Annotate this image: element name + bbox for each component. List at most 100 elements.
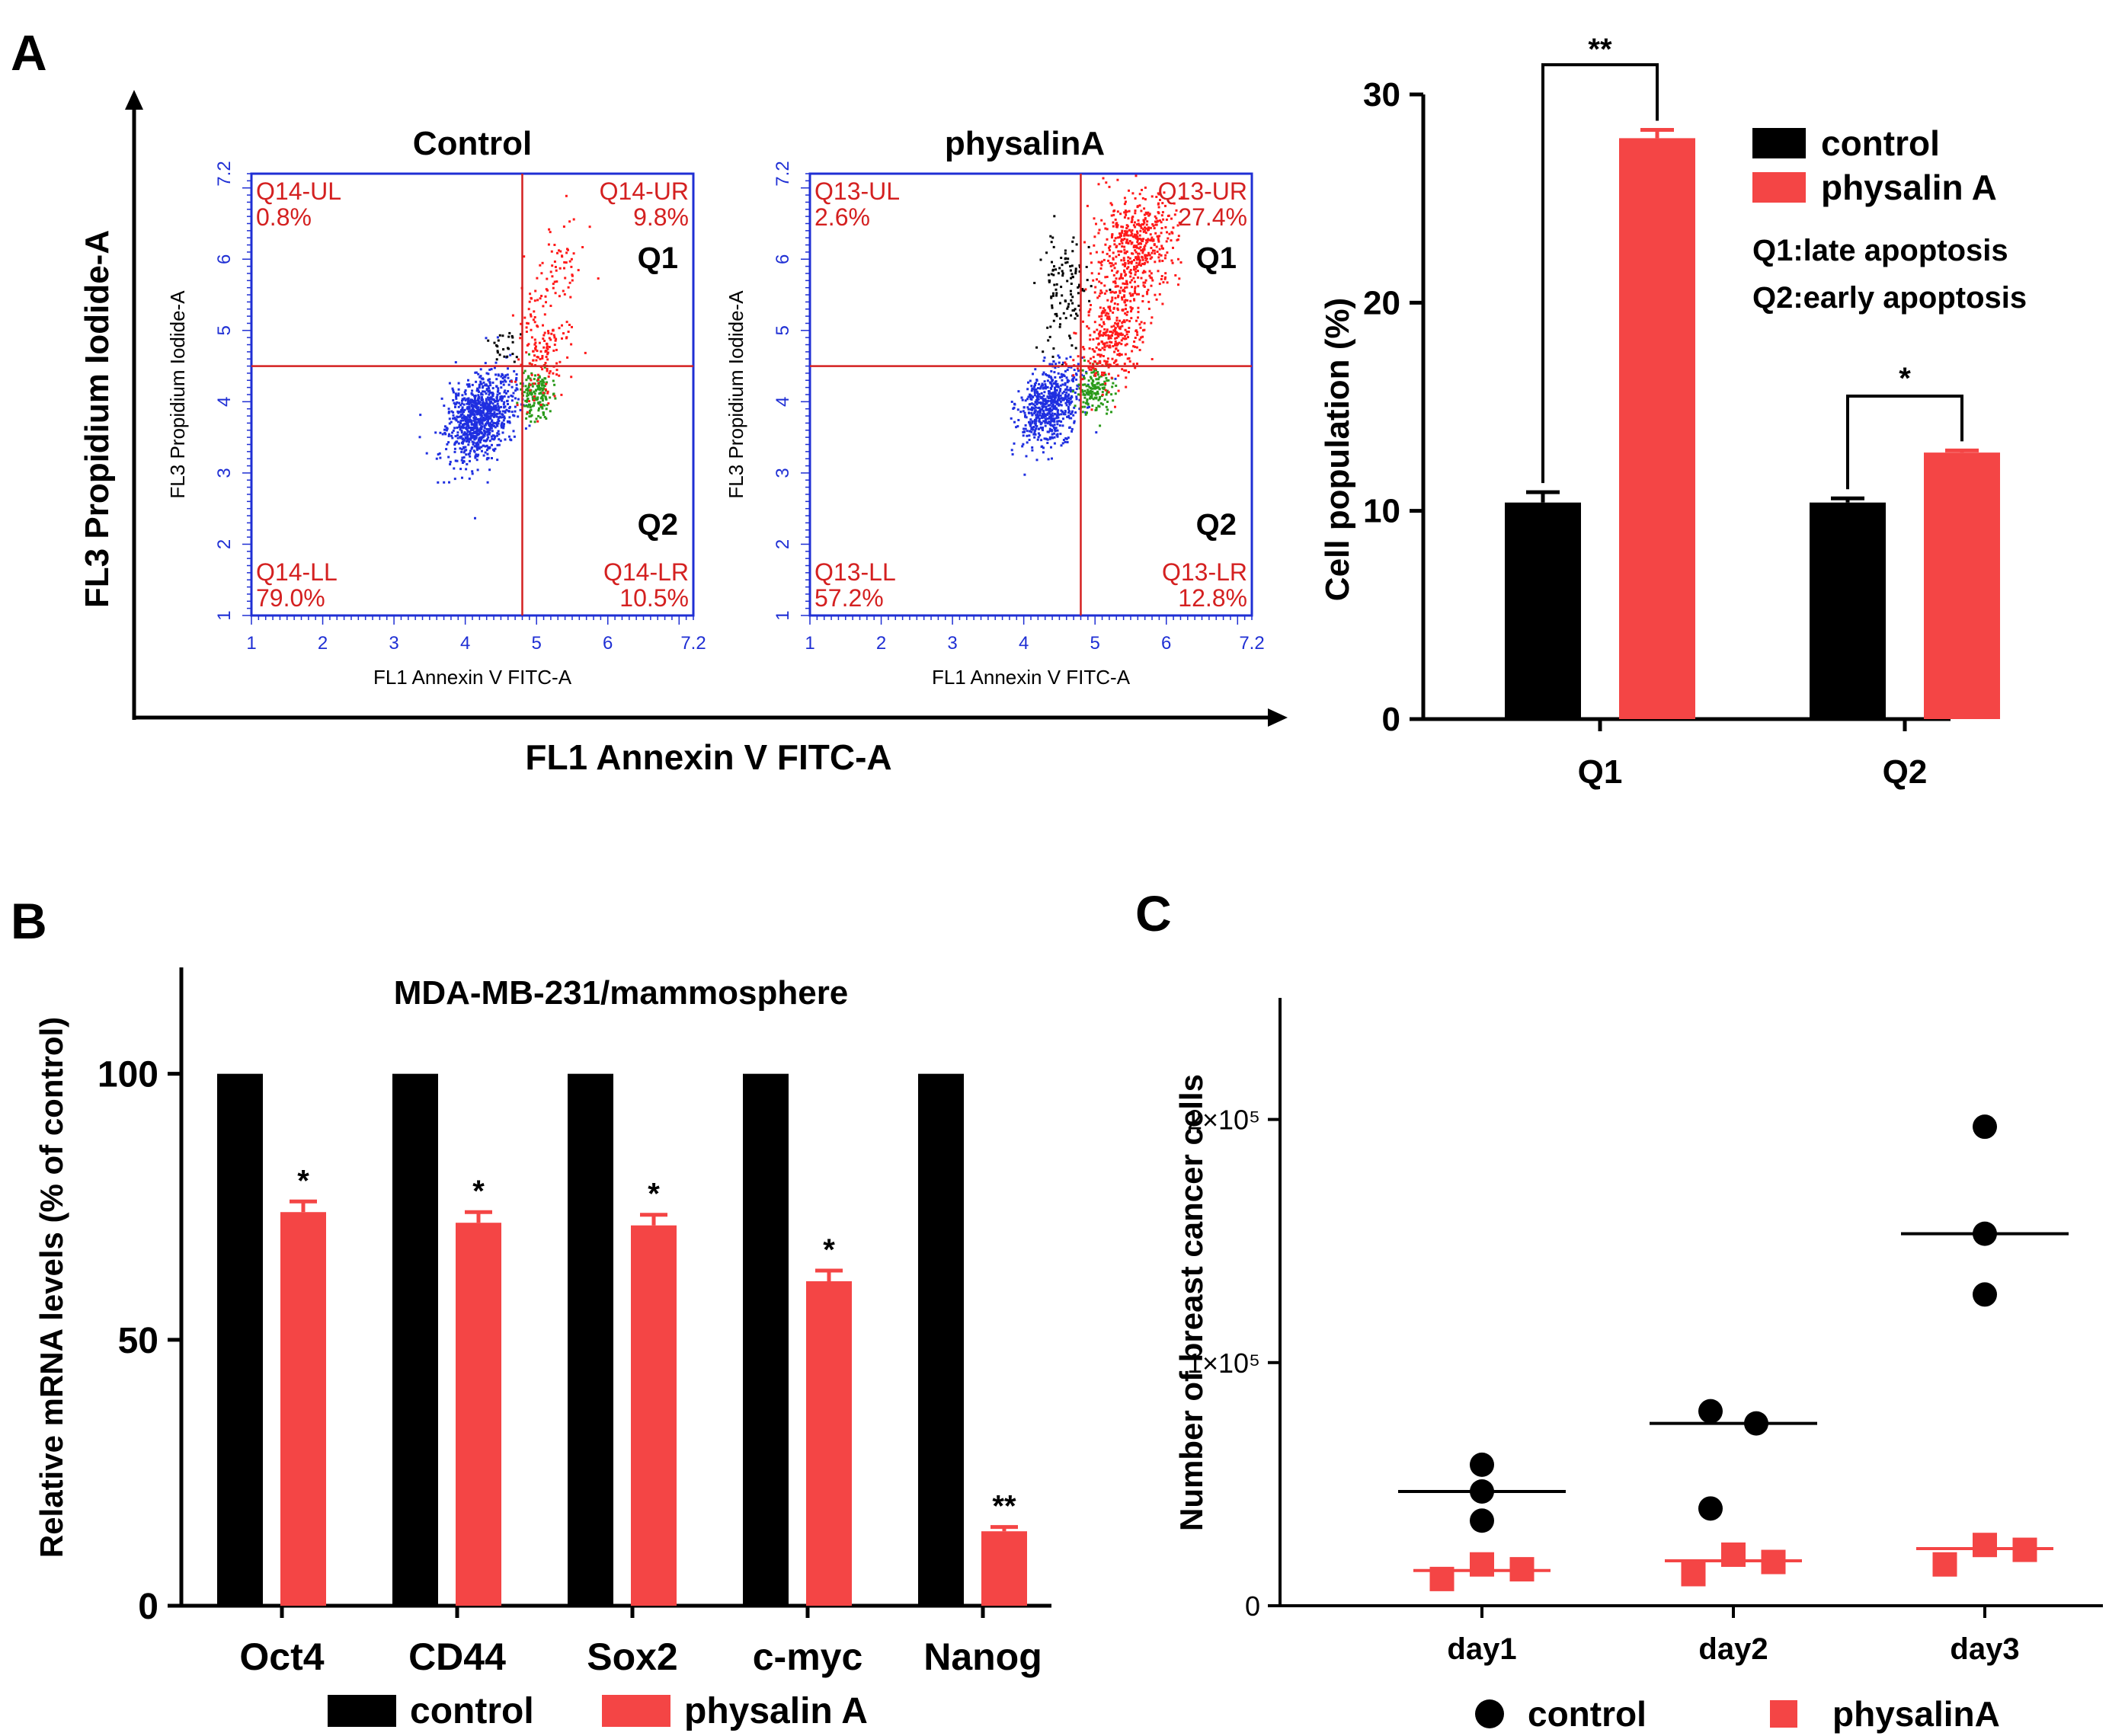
flow-event-dot bbox=[445, 429, 448, 432]
flow-event-dot bbox=[478, 395, 481, 398]
flow-event-dot bbox=[493, 411, 496, 414]
flow-event-dot bbox=[542, 305, 545, 308]
flow-event-dot bbox=[549, 305, 552, 307]
flow-event-dot bbox=[472, 434, 475, 437]
flow-event-dot bbox=[478, 423, 482, 426]
flow-event-dot bbox=[460, 402, 463, 405]
flow-event-dot bbox=[482, 390, 485, 393]
flow-event-dot bbox=[1060, 397, 1063, 400]
flow-event-dot bbox=[1147, 211, 1150, 214]
flow-event-dot bbox=[1090, 387, 1092, 389]
flow-event-dot bbox=[1141, 271, 1144, 274]
flow-event-dot bbox=[1093, 350, 1096, 353]
flow-event-dot bbox=[1102, 177, 1105, 180]
flow-event-dot bbox=[443, 431, 446, 434]
flow-event-dot bbox=[1065, 391, 1068, 394]
flow-event-dot bbox=[530, 392, 533, 395]
flow-event-dot bbox=[1154, 293, 1157, 296]
flow-event-dot bbox=[1100, 291, 1103, 294]
flow-event-dot bbox=[456, 431, 459, 434]
flow-event-dot bbox=[1069, 390, 1072, 393]
flow-event-dot bbox=[1090, 393, 1093, 396]
flow-event-dot bbox=[508, 421, 511, 424]
legend-swatch-control bbox=[1752, 128, 1806, 158]
flow-event-dot bbox=[490, 401, 493, 404]
flow-event-dot bbox=[1095, 222, 1097, 225]
flow-event-dot bbox=[1062, 439, 1065, 441]
flow-event-dot bbox=[1077, 367, 1079, 370]
flow-event-dot bbox=[1042, 350, 1045, 353]
flow-event-dot bbox=[1135, 319, 1138, 322]
flow-event-dot bbox=[1051, 379, 1054, 382]
flow-event-dot bbox=[1133, 298, 1135, 301]
flow-event-dot bbox=[571, 325, 573, 328]
flow-event-dot bbox=[494, 400, 496, 403]
flow-event-dot bbox=[471, 440, 474, 443]
flow-event-dot bbox=[1110, 376, 1113, 379]
flow-event-dot bbox=[498, 353, 501, 356]
flow-event-dot bbox=[1058, 392, 1061, 395]
flow-event-dot bbox=[1074, 404, 1077, 408]
flow-event-dot bbox=[1071, 264, 1074, 267]
flow-plot-title: physalinA bbox=[945, 125, 1105, 162]
flow-event-dot bbox=[1125, 376, 1128, 379]
flow-event-dot bbox=[1056, 423, 1059, 426]
flow-event-dot bbox=[1042, 387, 1045, 390]
flow-event-dot bbox=[1103, 344, 1106, 347]
flow-event-dot bbox=[477, 400, 480, 403]
flow-event-dot bbox=[1137, 306, 1140, 309]
flow-event-dot bbox=[480, 392, 483, 395]
flow-event-dot bbox=[565, 251, 568, 254]
flow-event-dot bbox=[1058, 404, 1061, 407]
flow-event-dot bbox=[1066, 369, 1069, 372]
flow-event-dot bbox=[503, 395, 506, 398]
flow-event-dot bbox=[1089, 362, 1092, 365]
flow-event-dot bbox=[482, 407, 485, 410]
flow-event-dot bbox=[485, 399, 488, 402]
flow-event-dot bbox=[1067, 379, 1071, 382]
flow-event-dot bbox=[553, 261, 556, 263]
flow-event-dot bbox=[1173, 202, 1176, 205]
flow-event-dot bbox=[1045, 387, 1047, 390]
flow-event-dot bbox=[529, 383, 532, 386]
flow-event-dot bbox=[1031, 449, 1034, 452]
flow-event-dot bbox=[1084, 401, 1087, 404]
flow-event-dot bbox=[473, 398, 476, 401]
flow-event-dot bbox=[534, 341, 537, 344]
flow-event-dot bbox=[1177, 257, 1179, 261]
flow-event-dot bbox=[1088, 368, 1091, 371]
flow-event-dot bbox=[1095, 251, 1098, 254]
flow-event-dot bbox=[1117, 294, 1120, 297]
flow-event-dot bbox=[1058, 361, 1061, 364]
flow-event-dot bbox=[487, 408, 490, 410]
flow-event-dot bbox=[489, 414, 492, 417]
flow-event-dot bbox=[1112, 345, 1115, 347]
flow-event-dot bbox=[1100, 219, 1103, 222]
y-tick-label: 3 bbox=[214, 468, 235, 478]
flow-event-dot bbox=[1036, 438, 1039, 441]
flow-event-dot bbox=[1043, 380, 1046, 383]
flow-event-dot bbox=[1074, 347, 1077, 350]
flow-event-dot bbox=[1097, 343, 1100, 346]
flow-event-dot bbox=[1052, 426, 1055, 429]
flow-event-dot bbox=[507, 376, 510, 379]
flow-event-dot bbox=[1081, 378, 1084, 381]
flow-event-dot bbox=[488, 396, 491, 399]
flow-event-dot bbox=[1123, 245, 1126, 248]
flow-event-dot bbox=[1138, 238, 1141, 240]
y-axis-label: Relative mRNA levels (% of control) bbox=[34, 1017, 69, 1558]
flow-event-dot bbox=[447, 408, 450, 411]
flow-event-dot bbox=[533, 392, 536, 395]
flow-event-dot bbox=[545, 408, 548, 411]
panel-label-a: A bbox=[11, 24, 47, 81]
flow-event-dot bbox=[1035, 425, 1038, 427]
flow-event-dot bbox=[480, 446, 483, 449]
flow-event-dot bbox=[1069, 396, 1072, 399]
flow-event-dot bbox=[1141, 295, 1144, 298]
flow-event-dot bbox=[526, 322, 530, 325]
flow-event-dot bbox=[536, 299, 539, 302]
flow-event-dot bbox=[546, 358, 549, 361]
flow-event-dot bbox=[1134, 292, 1137, 295]
point-control bbox=[1973, 1114, 1997, 1140]
flow-event-dot bbox=[474, 395, 477, 397]
